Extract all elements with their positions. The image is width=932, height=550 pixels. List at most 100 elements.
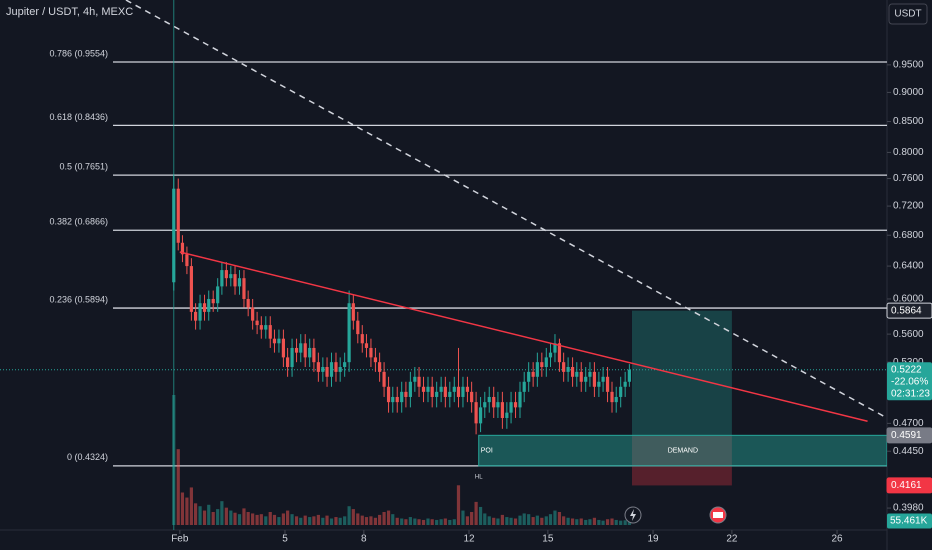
volume-bar xyxy=(329,518,334,525)
volume-bar xyxy=(395,517,399,525)
candle-body xyxy=(535,362,539,377)
volume-bar xyxy=(496,518,500,525)
candle-body xyxy=(540,362,544,367)
volume-bar xyxy=(290,514,294,525)
volume-bar xyxy=(364,517,369,525)
position-profit xyxy=(631,310,732,436)
volume-bar xyxy=(426,518,430,525)
candle-body xyxy=(259,325,263,330)
candle-body xyxy=(456,386,461,397)
candle-body xyxy=(548,352,553,358)
candle-body xyxy=(308,347,312,358)
y-tick-label: 0.5600 xyxy=(893,329,924,340)
y-tick-label: 0.8500 xyxy=(893,116,924,127)
x-tick-label: 5 xyxy=(282,534,288,545)
fib-label: 0.618 (0.8436) xyxy=(49,112,108,122)
volume-bar xyxy=(579,518,583,525)
volume-bar xyxy=(439,519,443,525)
candle-body xyxy=(408,381,412,397)
candle-body xyxy=(487,396,491,403)
x-tick-label: 22 xyxy=(726,534,738,545)
volume-bar xyxy=(382,512,386,525)
candle-body xyxy=(242,278,246,299)
volume-bar xyxy=(259,514,263,525)
volume-bar xyxy=(448,519,452,525)
candle-body xyxy=(347,303,351,363)
volume-bar xyxy=(492,517,496,525)
volume-bar xyxy=(513,518,518,525)
candle-body xyxy=(430,386,434,397)
candle-body xyxy=(356,320,360,335)
candle-body xyxy=(584,376,588,382)
volume-bar xyxy=(610,518,614,525)
volume-bar xyxy=(281,513,285,525)
volume-bar xyxy=(255,514,259,525)
candle-body xyxy=(421,386,426,392)
candle-body xyxy=(470,391,474,403)
volume-bar xyxy=(588,519,592,525)
volume-bar xyxy=(378,514,382,525)
volume-bar xyxy=(268,512,272,525)
volume-bar xyxy=(408,517,412,525)
volume-bar xyxy=(601,520,605,525)
candle-body xyxy=(483,402,487,408)
currency-button[interactable] xyxy=(888,3,928,25)
volume-bar xyxy=(570,518,575,525)
candle-body xyxy=(369,347,373,358)
y-tick-label: 0.9500 xyxy=(893,60,924,71)
volume-bar xyxy=(303,515,307,525)
volume-bar xyxy=(198,506,202,525)
price-change: -22.06% xyxy=(891,376,928,387)
candle-body xyxy=(500,402,504,418)
y-tick-label: 0.8000 xyxy=(893,147,924,158)
candle-body xyxy=(329,362,334,377)
candle-body xyxy=(605,376,610,392)
zone-label: DEMAND xyxy=(668,447,698,454)
candle-body xyxy=(404,391,408,397)
candle-body xyxy=(391,396,395,403)
candle-body xyxy=(417,376,421,387)
candle-body xyxy=(277,338,281,344)
price-label-box xyxy=(886,477,932,494)
volume-bar xyxy=(413,518,417,525)
candle-body xyxy=(527,371,531,382)
candle-body xyxy=(216,286,220,304)
candle-body xyxy=(452,386,456,392)
candle-body xyxy=(627,369,631,382)
candle-body xyxy=(220,270,224,287)
candle-body xyxy=(557,343,562,363)
position-loss xyxy=(631,435,732,486)
candle-body xyxy=(343,362,347,367)
y-tick-label: 0.3980 xyxy=(893,503,924,514)
candle-body xyxy=(439,386,443,392)
x-tick-label: 12 xyxy=(463,534,475,545)
candle-body xyxy=(588,371,592,377)
candle-body xyxy=(312,347,316,363)
volume-bar xyxy=(369,516,373,525)
volume-bar xyxy=(312,516,316,525)
candle-body xyxy=(579,371,583,382)
volume-bar xyxy=(229,510,233,525)
candle-body xyxy=(299,343,303,353)
candle-body xyxy=(474,402,478,424)
fib-label: 0.786 (0.9554) xyxy=(49,48,108,58)
candle-body xyxy=(338,366,342,372)
candle-body xyxy=(294,347,299,353)
volume-bar xyxy=(308,517,312,525)
candle-body xyxy=(553,343,557,353)
volume-bar xyxy=(540,517,544,525)
fib-label: 0.5 (0.7651) xyxy=(59,162,108,172)
candle-body xyxy=(513,402,518,408)
candle-body xyxy=(255,320,259,326)
chart-title: Jupiter / USDT, 4h, MEXC xyxy=(6,6,133,18)
candle-body xyxy=(592,371,597,387)
currency-label: USDT xyxy=(894,9,921,20)
demand-zone xyxy=(478,434,887,467)
volume-bar xyxy=(584,519,588,525)
volume-bar xyxy=(535,515,539,525)
candle-body xyxy=(610,391,614,403)
volume-bar xyxy=(325,515,329,525)
volume-bar xyxy=(386,510,391,525)
volume-bar xyxy=(553,510,557,525)
